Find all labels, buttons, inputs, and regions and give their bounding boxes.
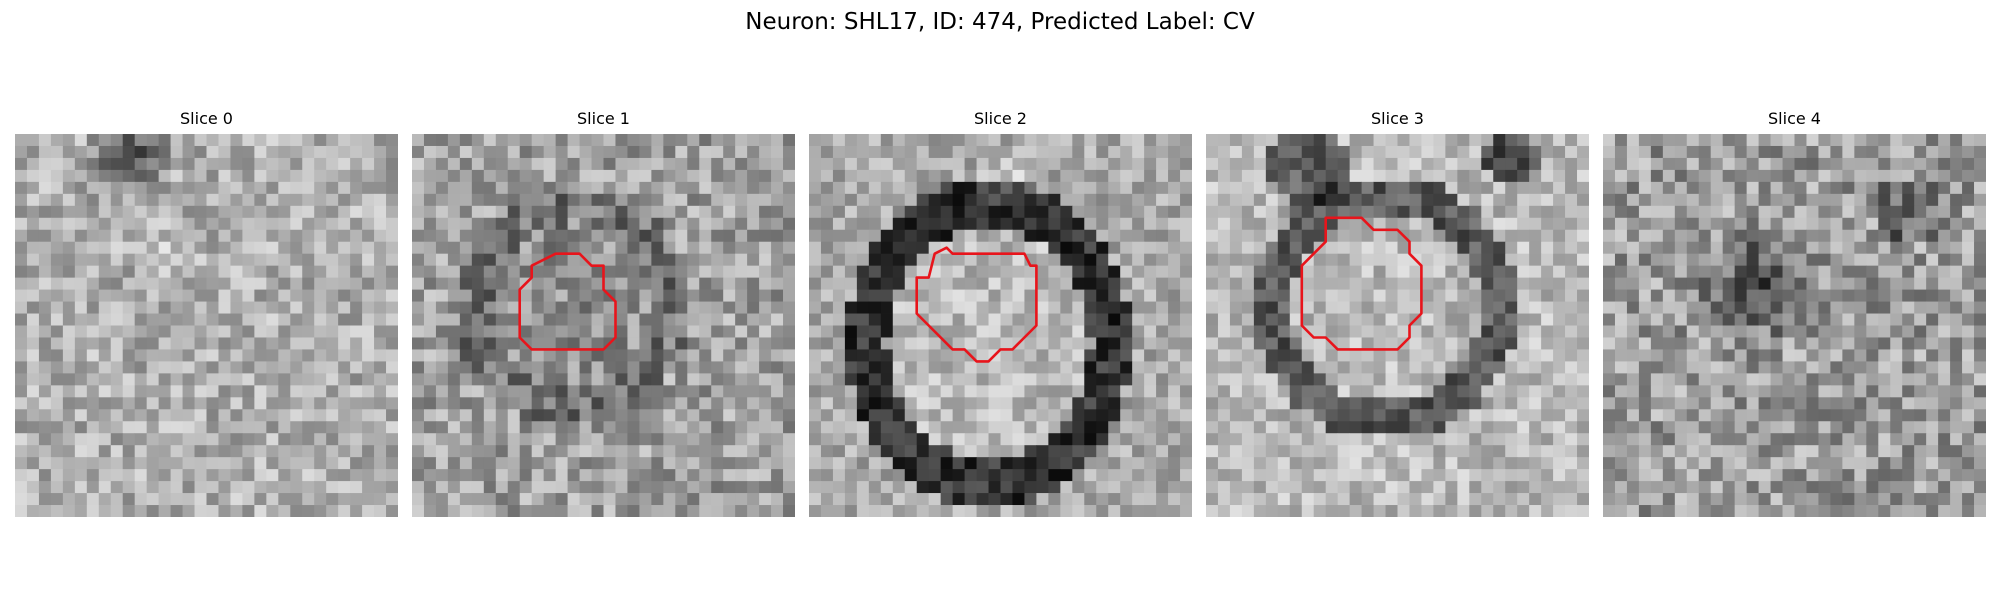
slice-image bbox=[412, 134, 795, 517]
slice-title: Slice 3 bbox=[1206, 108, 1589, 130]
figure-title: Neuron: SHL17, ID: 474, Predicted Label:… bbox=[0, 6, 2000, 38]
slice-image bbox=[809, 134, 1192, 517]
slice-title: Slice 0 bbox=[15, 108, 398, 130]
slice-title: Slice 4 bbox=[1603, 108, 1986, 130]
pixel-grid bbox=[412, 134, 795, 517]
slice-image bbox=[1206, 134, 1589, 517]
pixel-grid bbox=[809, 134, 1192, 517]
pixel-grid bbox=[1603, 134, 1986, 517]
pixel-grid bbox=[15, 134, 398, 517]
slice-image bbox=[1603, 134, 1986, 517]
pixel-grid bbox=[1206, 134, 1589, 517]
slice-title: Slice 1 bbox=[412, 108, 795, 130]
slice-title: Slice 2 bbox=[809, 108, 1192, 130]
slice-image bbox=[15, 134, 398, 517]
